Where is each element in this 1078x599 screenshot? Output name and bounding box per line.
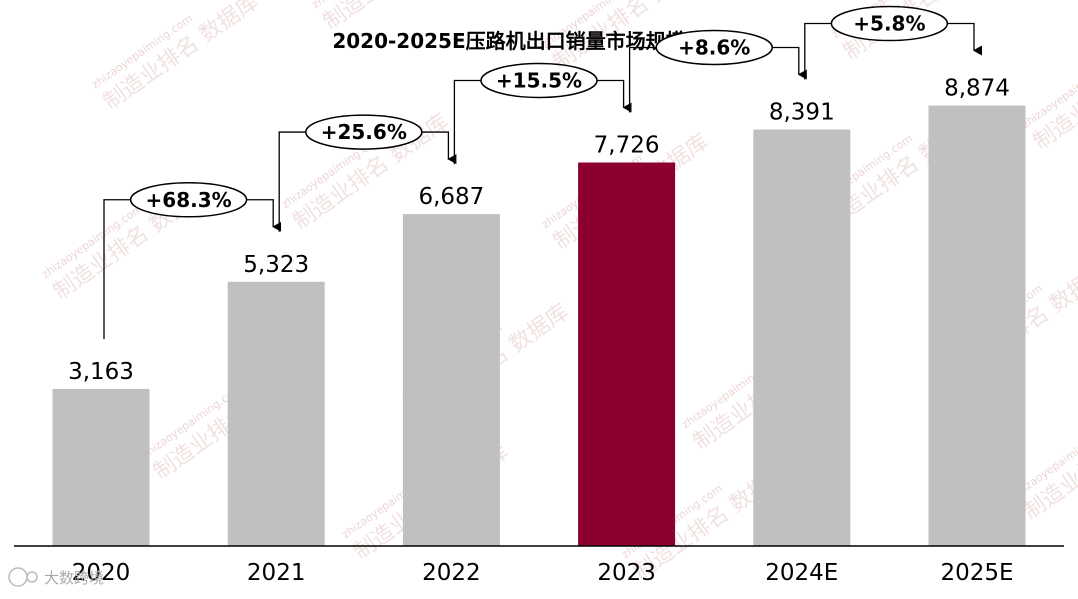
bar-2022 — [402, 214, 500, 546]
bar-2023 — [578, 162, 676, 546]
growth-badge-3 — [655, 29, 773, 66]
growth-connector-4: +5.8% — [804, 5, 982, 80]
growth-connector-3: +8.6% — [628, 29, 807, 113]
x-tick-2025E: 2025E — [940, 560, 1013, 586]
growth-badge-4 — [830, 5, 949, 42]
brand-icon-dot — [26, 571, 38, 583]
growth-label-3: +8.6% — [678, 36, 750, 60]
bar-2024E — [753, 129, 851, 546]
x-tick-2024E: 2024E — [765, 560, 838, 586]
x-tick-2021: 2021 — [247, 560, 306, 586]
value-label-2022: 6,687 — [418, 184, 484, 210]
growth-label-4: +5.8% — [853, 12, 925, 36]
growth-badge-1 — [305, 114, 423, 150]
growth-connectors: +68.3% +25.6% +15.5% +8.6% +5.8% — [103, 5, 982, 339]
growth-label-1: +25.6% — [321, 120, 407, 144]
growth-label-0: +68.3% — [146, 188, 232, 212]
x-axis-labels: 2020 2021 2022 2023 2024E 2025E — [72, 560, 1014, 586]
growth-badge-0 — [129, 182, 248, 218]
growth-connector-0: +68.3% — [103, 182, 282, 339]
growth-badge-2 — [480, 62, 598, 99]
value-label-2020: 3,163 — [68, 359, 134, 385]
value-label-2023: 7,726 — [594, 133, 660, 159]
brand-logo: 大数跨境 — [8, 567, 104, 587]
bar-2025E — [928, 105, 1026, 546]
value-label-2024E: 8,391 — [769, 100, 835, 126]
value-label-2021: 5,323 — [243, 252, 309, 278]
bars-group: 3,163 5,323 6,687 7,726 8,391 8,874 — [52, 76, 1026, 546]
bar-2020 — [52, 389, 150, 546]
growth-connector-2: +15.5% — [453, 62, 632, 165]
x-tick-2023: 2023 — [597, 560, 656, 586]
value-label-2025E: 8,874 — [944, 76, 1010, 102]
brand-text: 大数跨境 — [44, 569, 104, 587]
bar-2021 — [227, 281, 325, 546]
x-tick-2022: 2022 — [422, 560, 481, 586]
brand-icon — [8, 567, 28, 587]
growth-label-2: +15.5% — [496, 69, 582, 93]
growth-connector-1: +25.6% — [278, 114, 457, 232]
x-tick-2020: 2020 — [72, 560, 131, 586]
